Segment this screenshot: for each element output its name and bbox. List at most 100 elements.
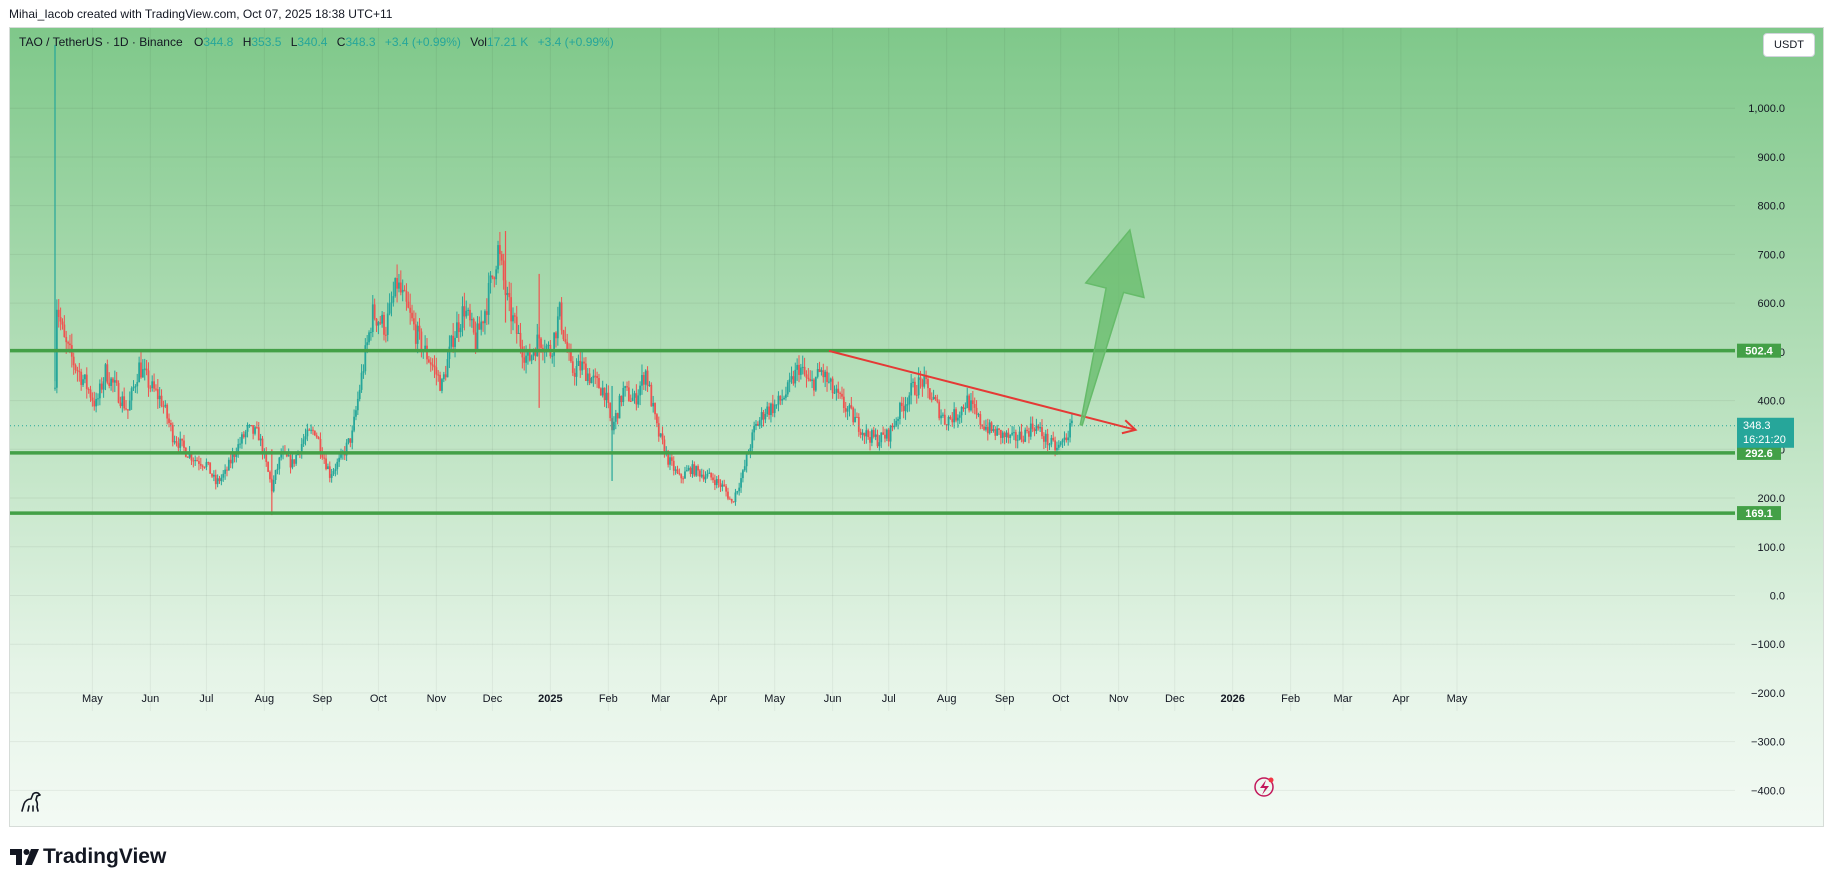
candle-body <box>433 365 436 368</box>
candle-body <box>592 375 595 379</box>
price-chart[interactable]: 1,000.0900.0800.0700.0600.0500.0400.0300… <box>10 28 1824 827</box>
candle-body <box>495 269 498 280</box>
candle-body <box>934 396 937 400</box>
candle-body <box>523 357 526 363</box>
candle-body <box>186 456 189 458</box>
x-tick-label: Jun <box>141 693 159 705</box>
candle-body <box>921 379 924 387</box>
symbol-name[interactable]: TAO / TetherUS · 1D · Binance <box>19 35 183 49</box>
candle-body <box>725 486 727 492</box>
candle-body <box>347 438 350 443</box>
candle-body <box>431 364 434 366</box>
candle-body <box>824 371 827 378</box>
candle-body <box>831 378 834 394</box>
candle-body <box>865 430 868 437</box>
candle-body <box>177 443 180 448</box>
candle-body <box>74 365 77 371</box>
level-price-tag <box>1737 343 1781 358</box>
candle-body <box>745 454 748 467</box>
candle-body <box>917 377 920 396</box>
candle-body <box>1059 442 1062 445</box>
candle-body <box>809 379 812 381</box>
candle-body <box>1035 425 1038 432</box>
candle-body <box>985 426 987 430</box>
x-tick-label: May <box>764 693 785 705</box>
candle-body <box>216 478 219 485</box>
candle-body <box>786 382 789 395</box>
candle-body <box>353 416 355 431</box>
candle-body <box>650 384 653 407</box>
candle-body <box>411 312 413 319</box>
candle-body <box>770 403 772 416</box>
candle-body <box>878 442 881 447</box>
candle-body <box>1011 432 1013 435</box>
candle-body <box>403 289 406 292</box>
chart-frame[interactable]: 1,000.0900.0800.0700.0600.0500.0400.0300… <box>9 27 1824 827</box>
candle-body <box>609 402 612 419</box>
candle-body <box>207 462 210 464</box>
currency-button[interactable]: USDT <box>1763 33 1815 57</box>
candle-body <box>470 318 473 321</box>
candle-body <box>171 424 174 443</box>
candle-body <box>644 370 647 385</box>
candle-body <box>110 378 112 386</box>
candle-body <box>491 275 494 278</box>
candle-body <box>390 302 393 304</box>
candle-body <box>241 434 243 444</box>
candle-body <box>452 335 455 347</box>
trendline-arrowhead <box>1121 419 1138 435</box>
candle-body <box>1054 440 1056 451</box>
candle-body <box>93 400 96 407</box>
candle-body <box>697 466 699 471</box>
tradingview-logo[interactable]: TradingView <box>10 845 166 869</box>
candle-body <box>57 309 60 318</box>
candle-body <box>310 429 312 431</box>
candle-body <box>1028 431 1030 437</box>
candle-body <box>127 409 129 411</box>
candle-body <box>246 425 249 432</box>
attribution-text: Mihai_Iacob created with TradingView.com… <box>9 7 393 21</box>
candle-body <box>932 396 935 400</box>
dino-icon[interactable] <box>18 790 44 814</box>
candle-body <box>190 452 193 461</box>
candle-body <box>327 466 329 470</box>
candle-body <box>113 380 116 383</box>
candle-body <box>730 499 733 502</box>
candle-body <box>977 414 980 416</box>
candle-body <box>558 302 561 317</box>
y-tick-label: 700.0 <box>1757 249 1785 261</box>
candle-body <box>409 307 412 313</box>
candle-body <box>102 381 105 390</box>
candle-body <box>841 393 843 397</box>
candle-body <box>528 352 531 361</box>
candle-body <box>756 423 759 426</box>
candle-body <box>553 332 556 356</box>
candle-body <box>392 296 395 303</box>
candle-body <box>687 467 690 471</box>
candle-body <box>986 426 989 434</box>
candle-body <box>676 469 679 473</box>
candle-body <box>437 374 440 376</box>
candle-body <box>835 388 838 393</box>
candle-body <box>427 359 430 363</box>
candle-body <box>304 436 307 440</box>
candle-body <box>999 429 1002 438</box>
candle-body <box>388 303 391 314</box>
candle-body <box>426 345 428 360</box>
candle-body <box>659 433 662 437</box>
candle-body <box>740 478 742 488</box>
candle-body <box>648 384 651 386</box>
candle-body <box>702 474 705 480</box>
candle-body <box>209 462 212 474</box>
y-tick-label: −300.0 <box>1751 737 1785 749</box>
candle-body <box>626 386 628 388</box>
candle-body <box>338 457 341 462</box>
candle-body <box>441 379 443 391</box>
candle-body <box>334 469 337 471</box>
candle-body <box>315 435 318 438</box>
candle-body <box>973 404 976 408</box>
candle-body <box>814 376 817 391</box>
candle-body <box>603 387 606 401</box>
x-tick-label: Mar <box>651 693 670 705</box>
candle-body <box>525 355 527 363</box>
